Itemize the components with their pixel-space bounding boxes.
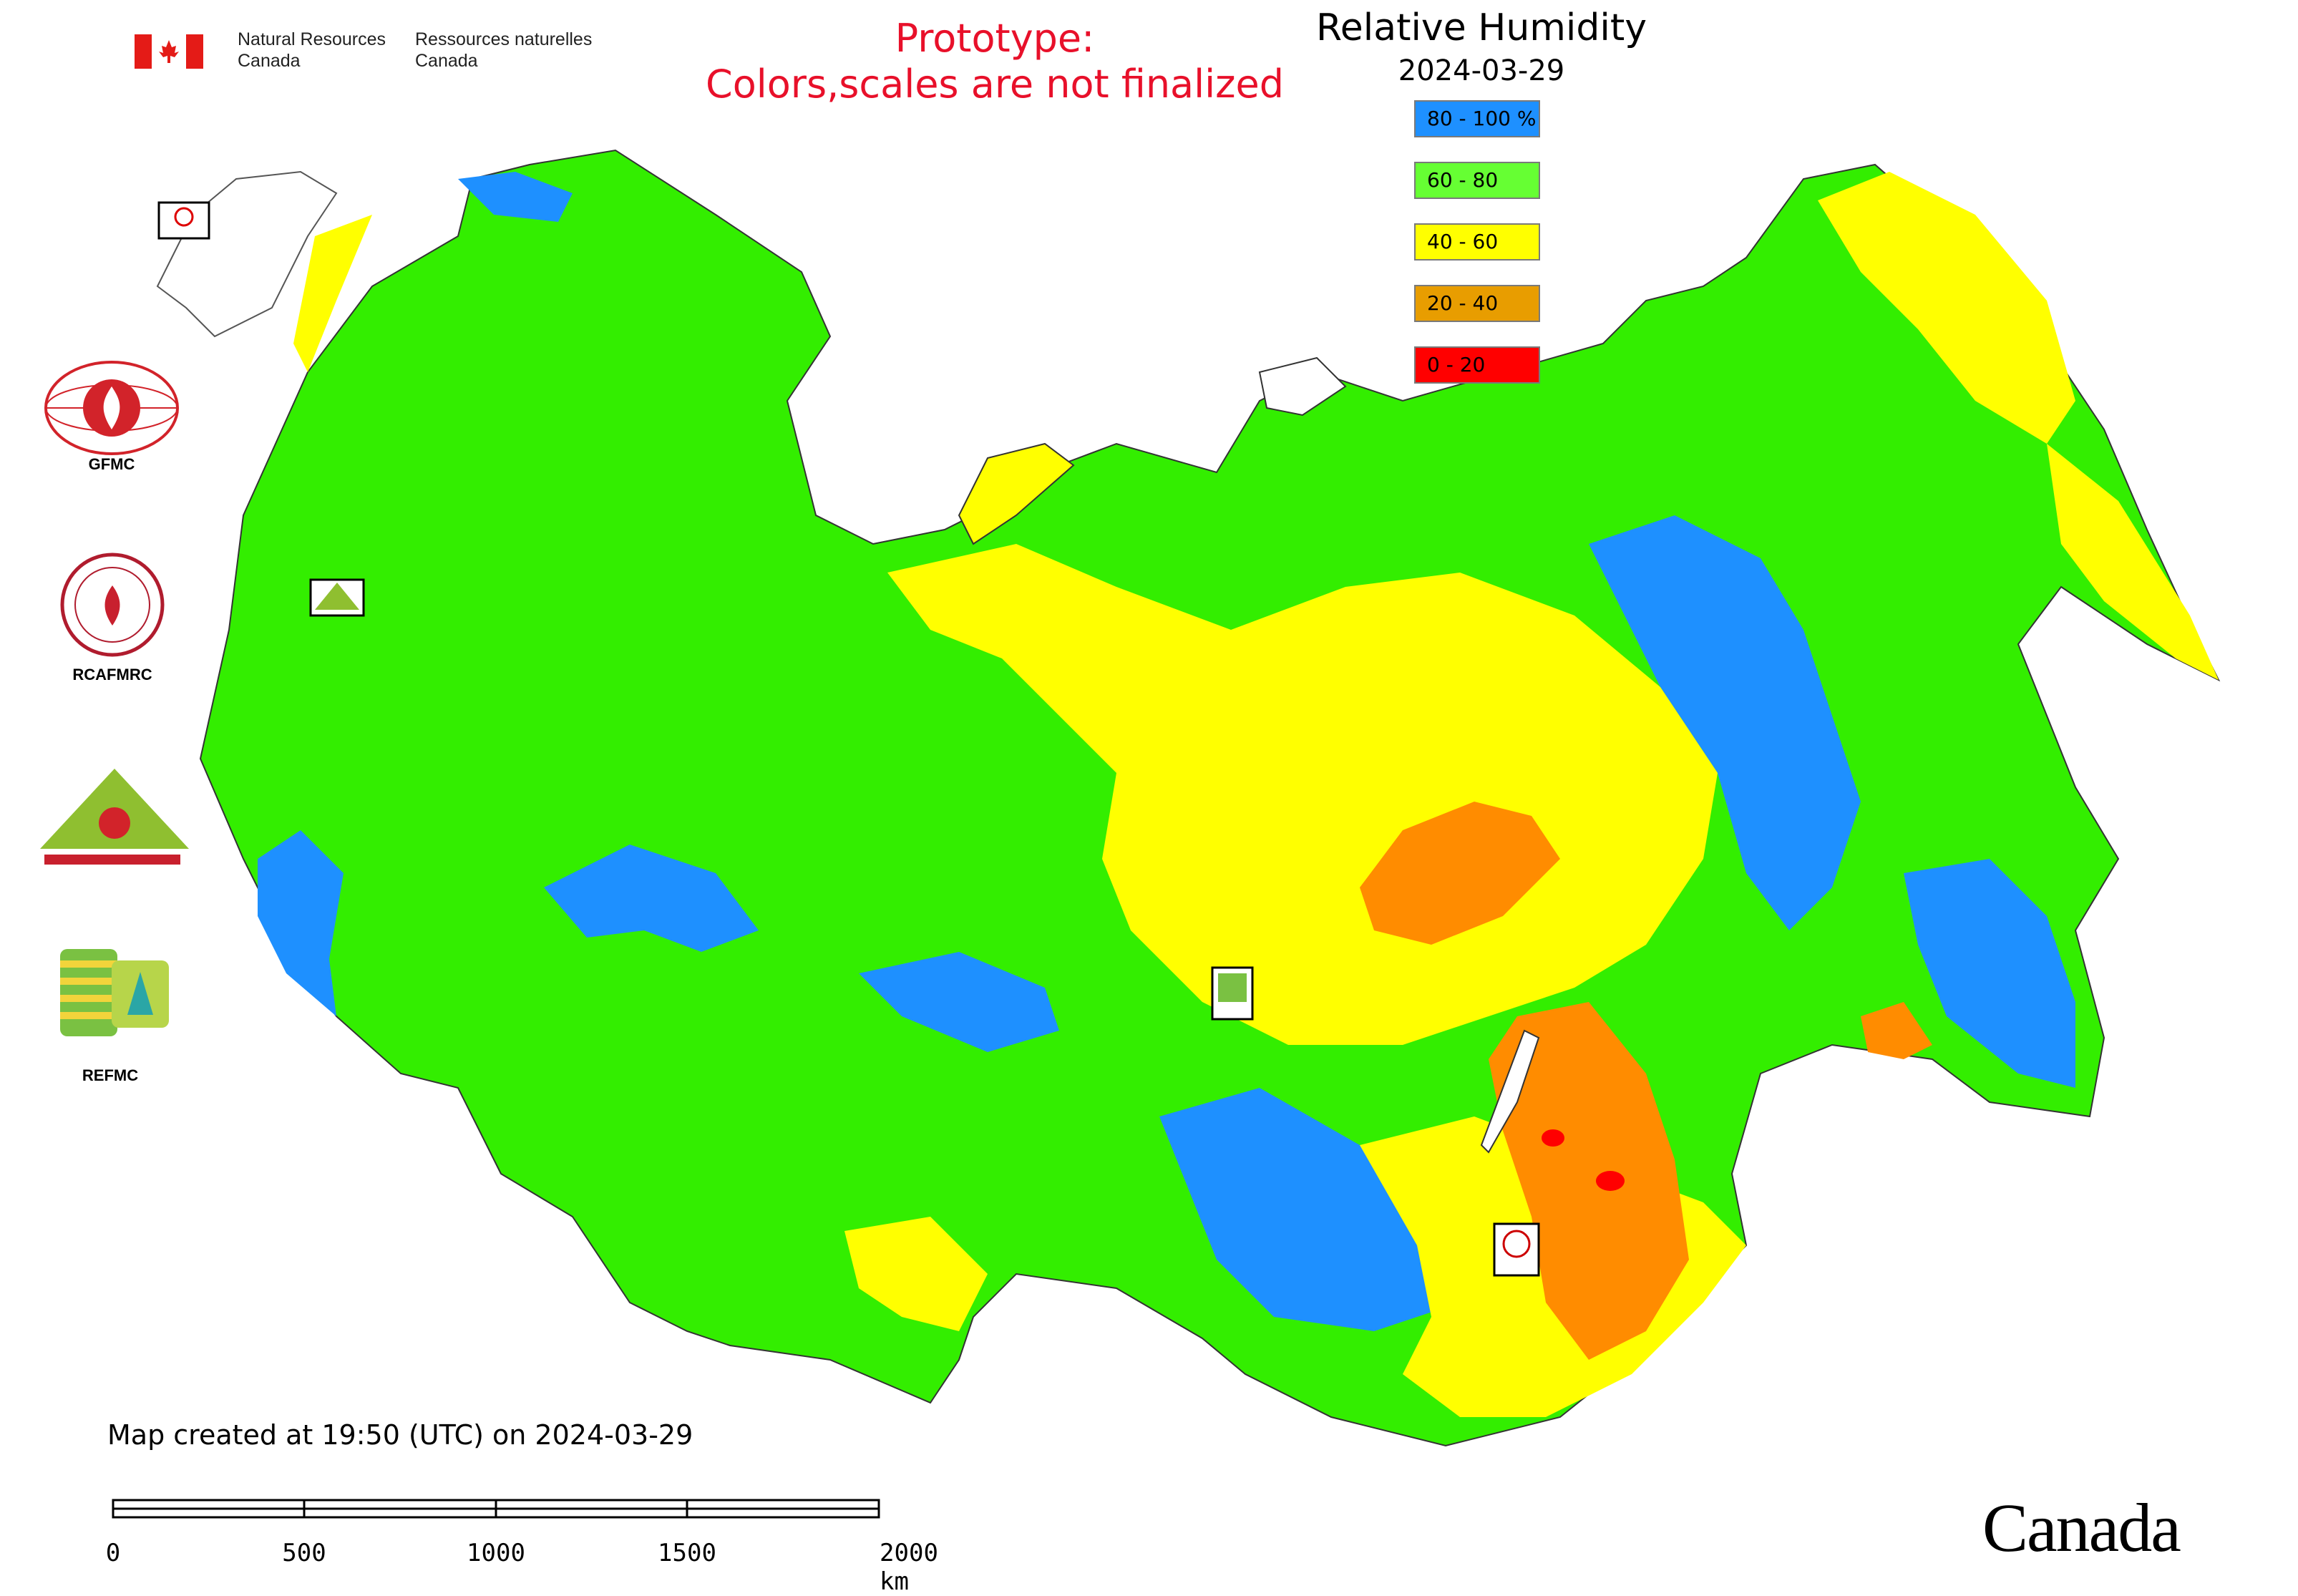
scale-label-500: 500 [282,1539,326,1567]
created-note: Map created at 19:50 (UTC) on 2024-03-29 [107,1419,693,1451]
refmc-caption: REFMC [82,1066,139,1084]
scale-label-2000: 2000 km [880,1539,938,1596]
blue-region-far-east [1904,859,2075,1088]
orange-region-central [1360,802,1560,945]
canada-flag-icon [135,34,203,69]
legend-item-0-20: 0 - 20 [1414,346,1540,384]
scale-label-1500: 1500 [658,1539,716,1567]
scale-bar: 0 500 1000 1500 2000 km [105,1496,966,1596]
rcafmrc-caption: RCAFMRC [72,666,152,683]
novaya-zemlya [958,442,1075,545]
refmc-marker-icon [1211,966,1254,1021]
orange-region-mongolia [1489,1002,1689,1360]
map-date: 2024-03-29 [1398,54,1565,87]
nrcan-signature: Natural Resources Canada Ressources natu… [135,29,607,79]
scale-label-0: 0 [105,1539,121,1567]
legend-label: 20 - 40 [1427,291,1499,315]
gfmc-marker-icon [157,201,210,240]
yellow-region-kamchatka [2047,444,2219,680]
legend-label: 80 - 100 % [1427,107,1537,130]
scale-bar-graphic [112,1499,880,1519]
legend-item-60-80: 60 - 80 [1414,162,1540,199]
legend-item-20-40: 20 - 40 [1414,285,1540,322]
canada-wordmark: Canada [1982,1489,2181,1566]
org-name-fr: Ressources naturelles Canada [415,29,593,71]
orange-region-amur [1861,1002,1932,1059]
refmc-logo-icon [60,949,169,1036]
prototype-notice: Prototype: Colors,scales are not finaliz… [706,16,1284,107]
blue-region-west [258,830,344,1016]
rcafmrc-marker-icon [1493,1222,1540,1277]
legend-label: 0 - 20 [1427,353,1486,376]
yellow-region-chukotka [1818,172,2075,444]
blue-region-east [1589,515,1861,930]
yellow-region-finland [293,215,372,372]
map-title: Relative Humidity [1315,6,1647,49]
red-spot-2 [1596,1171,1625,1191]
lake-baikal [1480,1029,1540,1154]
reefmc-marker-icon [309,578,365,617]
legend-label: 40 - 60 [1427,230,1499,253]
reefmc-logo-icon [39,769,189,869]
blue-region-kazakh [859,952,1059,1052]
yellow-region-kazakh-south [844,1217,988,1331]
blue-region-kola [458,172,573,222]
blue-region-central [544,845,759,952]
legend-label: 60 - 80 [1427,168,1499,192]
taymyr-islands [1258,356,1347,417]
gfmc-caption: GFMC [88,455,135,473]
legend-item-80-100: 80 - 100 % [1414,100,1540,137]
gfmc-logo-icon [44,361,179,455]
blue-region-altai [1159,1088,1460,1331]
scale-label-1000: 1000 [467,1539,525,1567]
red-spot-1 [1542,1129,1564,1147]
org-name-en: Natural Resources Canada [238,29,386,71]
legend-item-40-60: 40 - 60 [1414,223,1540,261]
rcafmrc-logo-icon [60,553,165,657]
yellow-region-siberia [887,544,1718,1045]
